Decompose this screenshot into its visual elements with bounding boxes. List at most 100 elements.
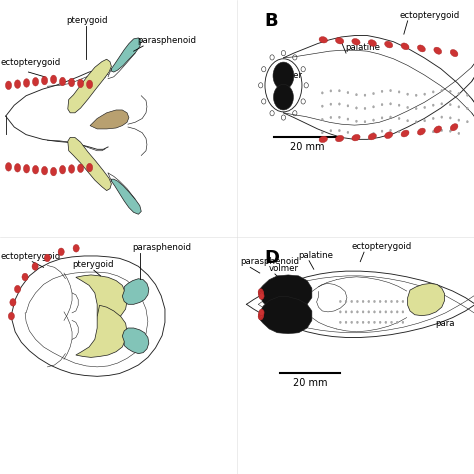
Text: pterygoid: pterygoid xyxy=(66,16,108,25)
Ellipse shape xyxy=(6,163,11,171)
Text: 20 mm: 20 mm xyxy=(290,142,324,152)
Ellipse shape xyxy=(259,292,264,298)
Ellipse shape xyxy=(22,273,28,281)
Ellipse shape xyxy=(415,120,417,123)
Ellipse shape xyxy=(41,76,47,85)
Ellipse shape xyxy=(6,81,11,90)
Ellipse shape xyxy=(59,165,65,174)
Polygon shape xyxy=(260,297,312,334)
Ellipse shape xyxy=(347,105,349,107)
Ellipse shape xyxy=(8,312,14,320)
Ellipse shape xyxy=(466,107,468,109)
Ellipse shape xyxy=(391,321,392,323)
Polygon shape xyxy=(111,179,141,214)
Ellipse shape xyxy=(338,116,340,118)
Ellipse shape xyxy=(402,301,404,303)
Ellipse shape xyxy=(50,167,57,176)
Ellipse shape xyxy=(432,104,434,106)
Ellipse shape xyxy=(15,285,21,293)
Ellipse shape xyxy=(407,106,409,109)
Ellipse shape xyxy=(14,164,21,172)
Ellipse shape xyxy=(321,132,323,134)
Ellipse shape xyxy=(381,117,383,119)
Ellipse shape xyxy=(390,103,392,105)
Polygon shape xyxy=(408,283,445,316)
Ellipse shape xyxy=(458,132,460,135)
Ellipse shape xyxy=(259,309,264,316)
Ellipse shape xyxy=(364,107,366,109)
Ellipse shape xyxy=(407,119,409,122)
Ellipse shape xyxy=(449,90,451,92)
Ellipse shape xyxy=(86,163,92,172)
Ellipse shape xyxy=(374,321,375,323)
Ellipse shape xyxy=(73,245,79,252)
Ellipse shape xyxy=(330,90,332,92)
Polygon shape xyxy=(68,137,111,191)
Ellipse shape xyxy=(424,106,426,109)
Ellipse shape xyxy=(373,119,374,121)
Text: volmer: volmer xyxy=(268,264,298,273)
Ellipse shape xyxy=(384,41,393,48)
Ellipse shape xyxy=(458,119,460,121)
Ellipse shape xyxy=(466,120,468,123)
Polygon shape xyxy=(76,275,127,327)
Ellipse shape xyxy=(273,84,293,110)
Ellipse shape xyxy=(374,311,375,313)
Polygon shape xyxy=(90,110,129,129)
Ellipse shape xyxy=(319,36,328,43)
Ellipse shape xyxy=(273,62,294,90)
Ellipse shape xyxy=(258,290,264,297)
Ellipse shape xyxy=(396,311,398,313)
Ellipse shape xyxy=(77,79,83,88)
Ellipse shape xyxy=(364,94,366,96)
Ellipse shape xyxy=(458,92,460,95)
Ellipse shape xyxy=(345,321,347,323)
Ellipse shape xyxy=(364,120,366,123)
Ellipse shape xyxy=(356,120,357,122)
Ellipse shape xyxy=(23,79,29,87)
Ellipse shape xyxy=(259,293,264,300)
Ellipse shape xyxy=(449,130,451,132)
Text: volmer: volmer xyxy=(273,71,302,80)
Ellipse shape xyxy=(321,105,323,108)
Polygon shape xyxy=(260,275,312,312)
Ellipse shape xyxy=(390,116,392,118)
Ellipse shape xyxy=(424,93,426,95)
Ellipse shape xyxy=(347,118,349,120)
Ellipse shape xyxy=(347,131,349,134)
Ellipse shape xyxy=(396,301,398,303)
Ellipse shape xyxy=(384,132,393,138)
Text: B: B xyxy=(264,12,278,30)
Ellipse shape xyxy=(347,91,349,94)
Polygon shape xyxy=(122,279,149,304)
Ellipse shape xyxy=(356,107,357,109)
Ellipse shape xyxy=(432,130,434,133)
Ellipse shape xyxy=(319,136,328,143)
Ellipse shape xyxy=(432,117,434,119)
Ellipse shape xyxy=(390,129,392,132)
Ellipse shape xyxy=(50,75,57,84)
Ellipse shape xyxy=(424,119,426,122)
Ellipse shape xyxy=(77,164,83,173)
Ellipse shape xyxy=(59,77,65,86)
Ellipse shape xyxy=(345,311,347,313)
Ellipse shape xyxy=(449,117,451,119)
Polygon shape xyxy=(122,328,149,354)
Text: para: para xyxy=(435,319,455,328)
Ellipse shape xyxy=(381,130,383,132)
Ellipse shape xyxy=(321,92,323,94)
Ellipse shape xyxy=(368,40,376,46)
Text: palatine: palatine xyxy=(299,251,334,260)
Ellipse shape xyxy=(432,91,434,93)
Ellipse shape xyxy=(356,301,358,303)
Ellipse shape xyxy=(330,116,332,118)
Text: parasphenoid: parasphenoid xyxy=(240,257,299,266)
Ellipse shape xyxy=(362,301,364,303)
Ellipse shape xyxy=(338,90,340,92)
Ellipse shape xyxy=(330,129,332,132)
Ellipse shape xyxy=(351,301,353,303)
Text: ectopterygoid: ectopterygoid xyxy=(399,11,459,20)
Ellipse shape xyxy=(41,166,47,175)
Ellipse shape xyxy=(32,78,38,86)
Ellipse shape xyxy=(23,164,29,173)
